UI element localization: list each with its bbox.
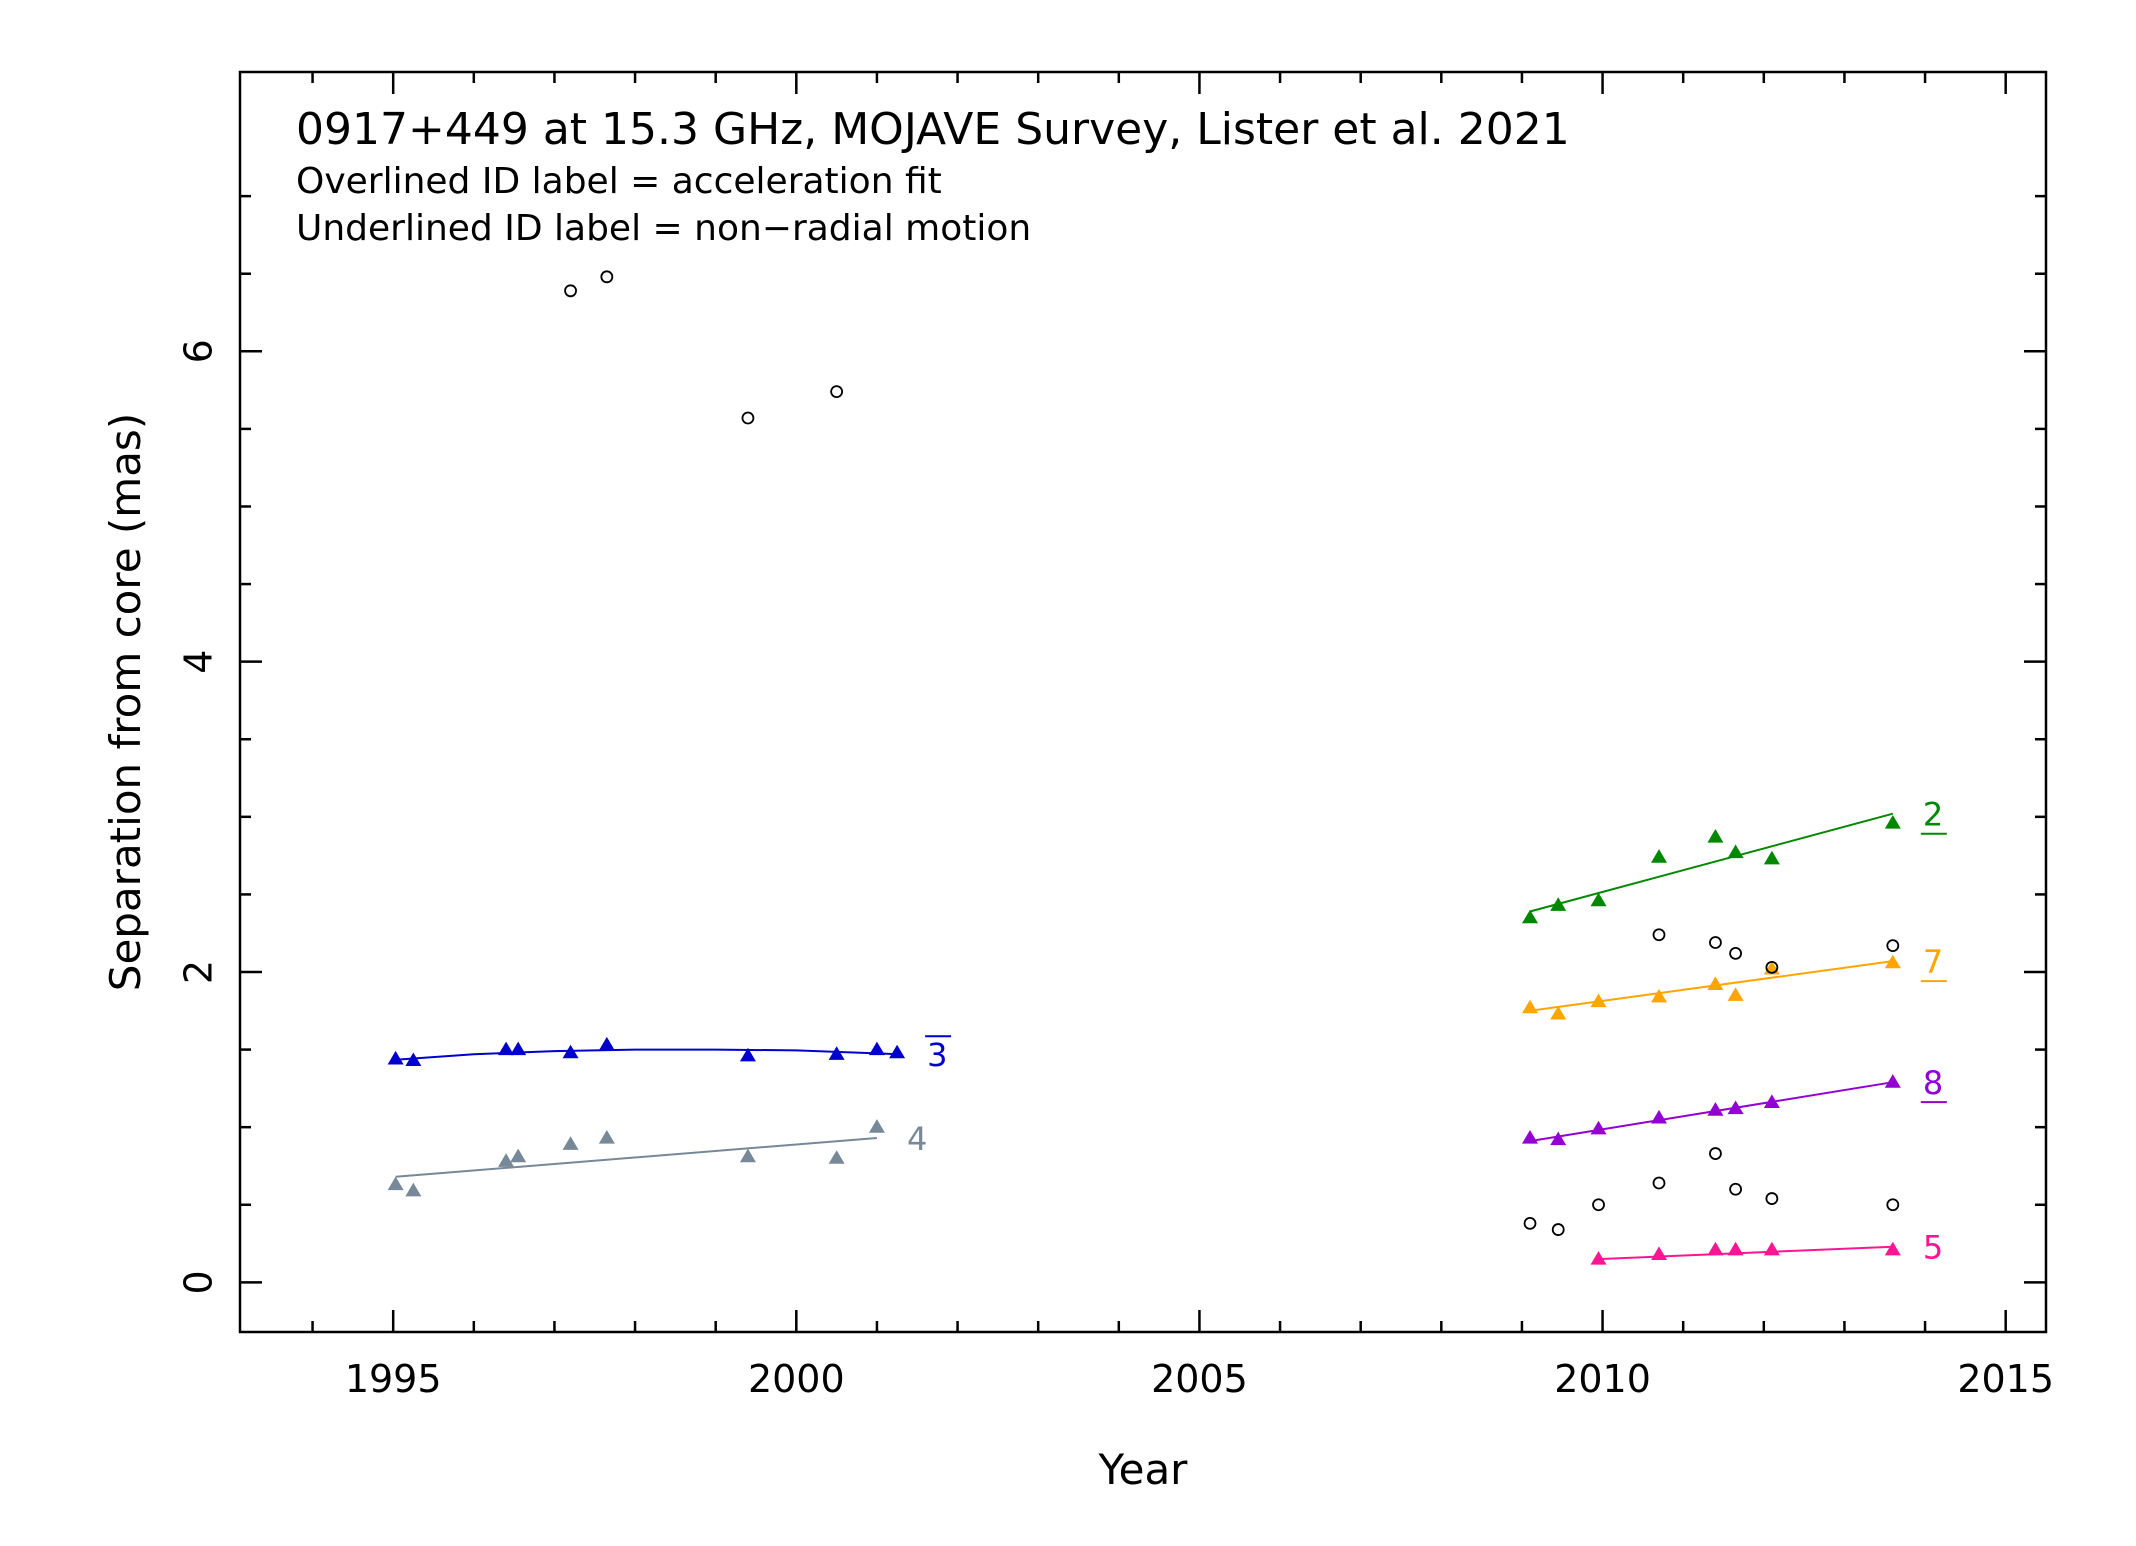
x-tick-label: 2005 (1151, 1357, 1248, 1401)
data-point-5 (1763, 1241, 1780, 1256)
data-point-5 (1707, 1241, 1724, 1256)
data-point-7 (1550, 1005, 1567, 1020)
data-point-8 (1550, 1131, 1567, 1146)
unassociated-point (1709, 1147, 1722, 1160)
plot-frame (238, 70, 2048, 1334)
data-point-4 (498, 1153, 515, 1167)
x-tick-label: 2015 (1957, 1357, 2054, 1401)
fit-line-4 (395, 1137, 877, 1178)
x-tick-label: 2010 (1554, 1357, 1651, 1401)
data-point-7 (1522, 999, 1538, 1014)
data-point-4 (739, 1148, 756, 1163)
data-point-4 (510, 1148, 527, 1163)
y-axis-label: Separation from core (mas) (101, 413, 150, 991)
y-tick-label: 2 (176, 960, 220, 984)
data-point-5 (1884, 1241, 1901, 1256)
data-point-2 (1763, 850, 1780, 865)
series-label: 3 (927, 1036, 947, 1074)
data-point-8 (1884, 1074, 1901, 1088)
series-label: 7 (1923, 943, 1943, 981)
x-tick-label: 1995 (345, 1357, 442, 1401)
y-tick-label: 0 (176, 1270, 220, 1294)
data-point-7 (1727, 987, 1744, 1001)
unassociated-point (564, 284, 577, 298)
chart-subtitle-2: Underlined ID label = non−radial motion (296, 208, 1031, 249)
chart-subtitle-1: Overlined ID label = acceleration fit (296, 161, 942, 202)
data-point-2 (1651, 849, 1667, 863)
data-point-2 (1522, 909, 1538, 924)
data-point-3 (498, 1041, 515, 1056)
series-labels: 3 4 2 7 8 5 (907, 796, 1947, 1267)
data-point-3 (868, 1041, 885, 1056)
x-axis-label: Year (1098, 1445, 1189, 1494)
unassociated-point (1765, 1192, 1779, 1205)
data-point-2 (1550, 897, 1567, 911)
data-point-4 (387, 1176, 404, 1191)
data-point-3 (562, 1044, 579, 1059)
chart-title: 0917+449 at 15.3 GHz, MOJAVE Survey, Lis… (296, 104, 1570, 155)
x-tick-label: 2000 (748, 1357, 845, 1401)
unassociated-point (1592, 1198, 1605, 1212)
fit-line-5 (1598, 1245, 1893, 1261)
data-point-8 (1727, 1100, 1744, 1115)
data-point-3 (598, 1036, 615, 1051)
unassociated-point (1886, 1198, 1900, 1212)
unassociated-point (1652, 928, 1666, 942)
data-point-4 (405, 1182, 422, 1197)
data-point-2 (1884, 815, 1901, 829)
fit-lines (395, 812, 1894, 1261)
unassociated-point (1523, 1216, 1537, 1230)
unassociated-point (1886, 939, 1900, 953)
data-point-3 (889, 1044, 906, 1059)
unassociated-point (741, 411, 755, 425)
y-tick-label: 4 (176, 650, 220, 674)
y-tick-label: 6 (176, 339, 220, 363)
data-point-8 (1590, 1120, 1607, 1135)
data-point-8 (1651, 1109, 1667, 1124)
data-point-5 (1590, 1251, 1607, 1265)
data-point-4 (828, 1150, 845, 1164)
unassociated-point (1551, 1223, 1565, 1236)
data-point-2 (1590, 892, 1607, 907)
data-point-4 (598, 1130, 615, 1144)
unassociated-point (1709, 936, 1722, 949)
data-point-7 (1651, 988, 1667, 1003)
data-point-7 (1884, 954, 1901, 969)
unassociated-point (1652, 1176, 1666, 1190)
data-point-2 (1707, 829, 1724, 843)
data-point-7 (1590, 993, 1607, 1008)
data-markers (387, 270, 1901, 1265)
series-label: 8 (1923, 1064, 1943, 1102)
unassociated-point (1765, 960, 1779, 974)
data-point-3 (387, 1050, 404, 1065)
data-point-3 (739, 1047, 756, 1062)
data-point-8 (1522, 1130, 1538, 1144)
data-point-7 (1707, 976, 1724, 991)
data-point-4 (562, 1136, 579, 1150)
unassociated-point (830, 385, 844, 399)
unassociated-point (600, 270, 614, 284)
fit-line-3 (395, 1048, 898, 1061)
data-point-3 (405, 1052, 422, 1067)
series-label: 5 (1923, 1229, 1943, 1267)
data-point-5 (1651, 1246, 1667, 1261)
data-point-8 (1707, 1102, 1724, 1116)
data-point-2 (1727, 844, 1744, 859)
data-point-8 (1763, 1094, 1780, 1108)
data-point-4 (868, 1119, 885, 1133)
unassociated-point (1729, 1182, 1742, 1196)
series-label: 2 (1923, 796, 1943, 834)
axis-ticks: 1995 2000 2005 2010 2015 0 2 4 6 (176, 72, 2054, 1401)
data-point-3 (510, 1041, 527, 1056)
data-point-3 (828, 1046, 845, 1060)
unassociated-point (1729, 946, 1742, 960)
series-label: 4 (907, 1120, 927, 1158)
data-point-5 (1727, 1241, 1744, 1256)
fit-line-2 (1529, 812, 1894, 913)
